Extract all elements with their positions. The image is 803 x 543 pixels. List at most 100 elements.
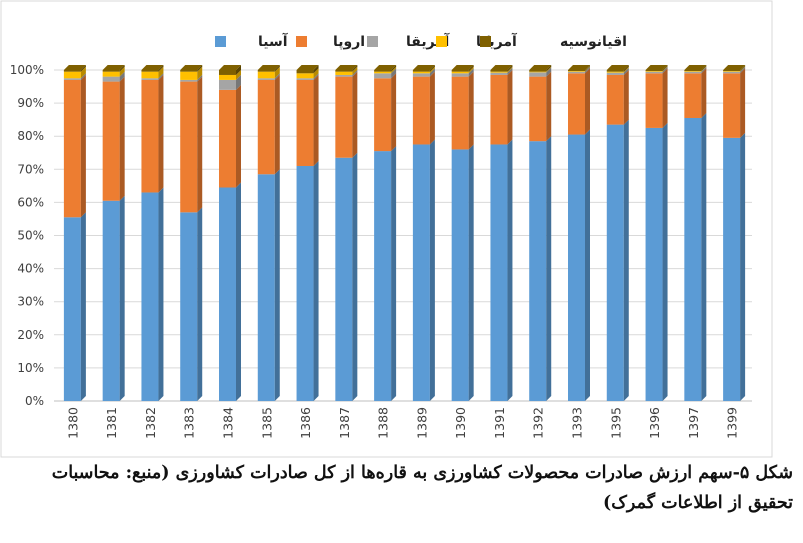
bar-top bbox=[723, 65, 746, 70]
bar-segment bbox=[296, 73, 314, 79]
bar-segment-side bbox=[352, 66, 358, 75]
legend-item: آسیا bbox=[215, 32, 289, 50]
bar-group bbox=[141, 65, 164, 401]
bar-segment bbox=[219, 70, 236, 75]
bar-segment-side bbox=[352, 65, 358, 72]
bar-segment-side bbox=[429, 68, 435, 77]
bar-segment bbox=[723, 137, 741, 402]
bar-segment bbox=[684, 117, 702, 402]
bar-segment-side bbox=[313, 68, 319, 79]
x-tick-label: 1389 bbox=[414, 407, 429, 439]
bar-segment bbox=[412, 144, 430, 401]
bar-segment-side bbox=[429, 71, 435, 145]
bar-segment bbox=[141, 70, 159, 72]
bar-top bbox=[374, 65, 397, 70]
bar-group bbox=[723, 65, 746, 402]
bar-segment bbox=[645, 127, 663, 402]
bar-segment-side bbox=[507, 69, 513, 145]
bar-top bbox=[296, 65, 319, 70]
bar-segment bbox=[335, 71, 353, 75]
bar-segment-side bbox=[585, 65, 590, 71]
bar-segment bbox=[102, 70, 120, 72]
bar-segment-side bbox=[197, 66, 203, 80]
bar-segment bbox=[606, 74, 624, 125]
bar-segment-side bbox=[546, 65, 552, 72]
bar-segment bbox=[63, 71, 81, 79]
bar-segment-side bbox=[391, 68, 397, 79]
legend-item: اقیانوسیه bbox=[480, 34, 627, 50]
bar-segment-side bbox=[197, 207, 203, 401]
bar-segment-side bbox=[274, 74, 280, 175]
x-tick-label: 1384 bbox=[221, 407, 236, 439]
bar-segment-side bbox=[158, 187, 164, 401]
bar-group bbox=[490, 65, 513, 401]
bar-segment bbox=[723, 73, 741, 138]
bar-segment-side bbox=[507, 67, 513, 75]
bar-segment-side bbox=[662, 122, 668, 402]
bar-segment-side bbox=[701, 68, 707, 118]
bar-top bbox=[451, 65, 474, 70]
bar-segment-side bbox=[119, 71, 125, 82]
bar-segment-side bbox=[352, 71, 358, 158]
bar-segment bbox=[490, 70, 508, 72]
y-tick-label: 0% bbox=[25, 394, 44, 408]
bar-segment bbox=[606, 124, 624, 402]
bar-segment bbox=[412, 71, 430, 74]
bar-top bbox=[568, 65, 590, 70]
bar-segment-side bbox=[507, 65, 513, 72]
x-tick-label: 1391 bbox=[492, 407, 507, 439]
bar-segment bbox=[606, 71, 624, 73]
x-tick-label: 1388 bbox=[376, 407, 391, 439]
bar-segment-side bbox=[585, 65, 590, 72]
bar-segment bbox=[180, 81, 198, 213]
bar-segment bbox=[490, 144, 508, 401]
bar-segment bbox=[568, 70, 585, 71]
bar-segment bbox=[645, 73, 663, 128]
bar-segment bbox=[529, 71, 547, 73]
bar-segment bbox=[257, 70, 275, 72]
bar-segment-side bbox=[80, 73, 86, 80]
x-axis: 1380 1381 1382 1383 1384 1385 1386 1387 1388 1389… bbox=[65, 407, 739, 439]
y-tick-label: 40% bbox=[17, 262, 44, 276]
bar-segment-side bbox=[623, 119, 629, 402]
bar-segment-side bbox=[119, 76, 125, 201]
legend-label: آسیا bbox=[258, 32, 289, 50]
bar-segment-side bbox=[701, 65, 707, 72]
legend-swatch bbox=[367, 36, 378, 47]
bar-segment-side bbox=[662, 65, 668, 71]
bar-segment-side bbox=[468, 71, 474, 150]
bar-segment bbox=[63, 70, 81, 72]
bar-segment bbox=[180, 71, 198, 80]
bar-segment-side bbox=[429, 65, 435, 72]
bar-segment bbox=[102, 200, 120, 401]
gridlines bbox=[54, 69, 752, 402]
bar-group bbox=[296, 65, 319, 401]
bar-segment bbox=[219, 79, 236, 90]
bar-segment-side bbox=[197, 76, 203, 213]
bar-group bbox=[63, 65, 86, 401]
bar-segment bbox=[529, 72, 547, 77]
bar-segment bbox=[257, 71, 275, 79]
bar-segment bbox=[374, 78, 392, 152]
bar-segment-side bbox=[623, 66, 629, 73]
bar-segment-side bbox=[623, 65, 629, 72]
bar-top bbox=[606, 65, 629, 70]
bars bbox=[63, 65, 746, 402]
bar-group bbox=[529, 65, 552, 402]
bar-group bbox=[374, 65, 397, 401]
bar-segment-side bbox=[274, 65, 280, 72]
bar-segment bbox=[219, 89, 236, 188]
y-tick-label: 30% bbox=[17, 295, 44, 309]
bar-top bbox=[63, 65, 86, 70]
bar-segment-side bbox=[468, 68, 474, 77]
x-tick-label: 1386 bbox=[298, 407, 313, 439]
y-tick-label: 50% bbox=[17, 229, 44, 243]
legend-swatch bbox=[480, 36, 491, 47]
bar-segment-side bbox=[468, 66, 474, 74]
bar-segment bbox=[684, 70, 702, 72]
bar-segment-side bbox=[429, 66, 435, 74]
bar-segment-side bbox=[352, 152, 358, 401]
bar-segment bbox=[374, 70, 392, 72]
bar-segment bbox=[451, 70, 469, 72]
